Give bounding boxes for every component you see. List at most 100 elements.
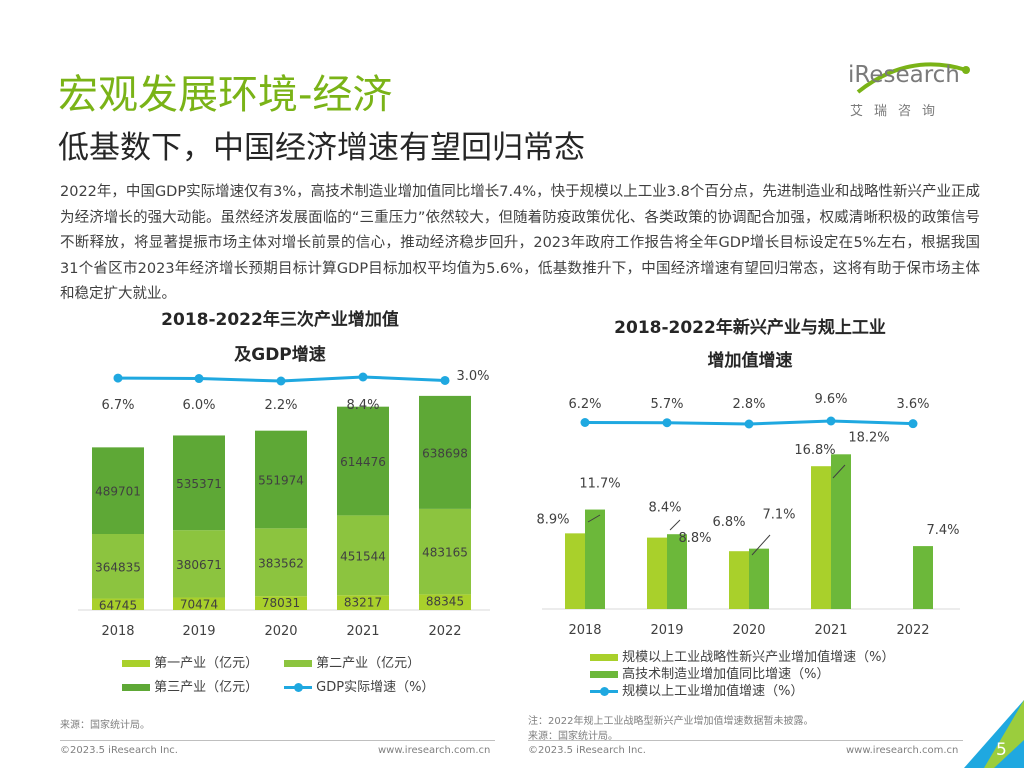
stacked-bar-2021-s1 — [337, 515, 389, 596]
page-corner-decoration — [964, 700, 1024, 768]
bar-value-label-2018-s0: 8.9% — [536, 512, 569, 527]
leader-line-2018 — [587, 514, 601, 523]
industrial-point-2019 — [662, 418, 672, 428]
bar-2018-s1 — [585, 509, 605, 609]
stacked-bar-2022-s2 — [419, 395, 471, 509]
legend-item-secondary: 第二产业（亿元） — [284, 652, 420, 671]
stacked-bar-2022-s1 — [419, 508, 471, 595]
bar-value-label-2018-s1: 364835 — [95, 560, 141, 574]
gdp-label-2022: 3.0% — [456, 369, 489, 384]
legend-item-strategic: 规模以上工业战略性新兴产业增加值增速（%） — [590, 646, 895, 665]
stacked-bar-2019-s1 — [173, 530, 225, 598]
bar-value-label-2021-s2: 614476 — [340, 455, 386, 469]
bar-value-label-2022-s1: 7.4% — [926, 523, 959, 538]
x-tick-label-2022: 2022 — [896, 623, 929, 638]
industrial-point-2018 — [580, 418, 590, 427]
page-number: 5 — [996, 740, 1007, 760]
x-tick-label-2019: 2019 — [650, 623, 683, 638]
legend-swatch-industrial — [590, 687, 618, 696]
x-tick-label-2022: 2022 — [428, 624, 461, 639]
bar-2019-s1 — [667, 534, 687, 609]
legend-swatch-hightech — [590, 671, 618, 678]
legend-item-tertiary: 第三产业（亿元） — [122, 676, 258, 695]
bar-value-label-2018-s0: 64745 — [99, 599, 137, 613]
legend-label-tertiary: 第三产业（亿元） — [154, 680, 259, 695]
bar-value-label-2019-s0: 70474 — [180, 598, 218, 612]
footer-url-right: www.iresearch.com.cn — [846, 745, 959, 756]
bar-value-label-2018-s2: 489701 — [95, 485, 141, 499]
right-chart-title-line1: 2018-2022年新兴产业与规上工业 — [614, 318, 886, 338]
industrial-label-2018: 6.2% — [568, 397, 601, 412]
x-tick-label-2021: 2021 — [814, 623, 847, 638]
legend-item-gdp: GDP实际增速（%） — [284, 676, 434, 695]
legend-label-strategic: 规模以上工业战略性新兴产业增加值增速（%） — [622, 650, 895, 665]
legend-swatch-gdp — [284, 683, 312, 692]
x-tick-label-2020: 2020 — [732, 623, 765, 638]
left-chart: 64745 364835 489701 2018 70474 380671 535371 20… — [78, 369, 490, 639]
stacked-bar-2021-s0 — [337, 595, 389, 610]
stacked-bar-2021-s2 — [337, 406, 389, 516]
bar-value-label-2020-s1: 7.1% — [762, 508, 795, 523]
leader-line-2020 — [751, 534, 771, 556]
legend-swatch-secondary — [284, 660, 312, 667]
legend-swatch-primary — [122, 660, 150, 667]
stacked-bar-2020-s0 — [255, 596, 307, 610]
gdp-label-2019: 6.0% — [182, 398, 215, 413]
logo-arc-icon — [856, 62, 970, 94]
bar-value-label-2019-s2: 535371 — [176, 477, 222, 491]
bar-2021-s1 — [831, 454, 851, 609]
industrial-label-2022: 3.6% — [896, 397, 929, 412]
stacked-bar-2019-s2 — [173, 435, 225, 531]
page-title: 宏观发展环境-经济 — [58, 72, 393, 118]
bar-value-label-2022-s2: 638698 — [422, 446, 468, 460]
right-footnote: 注：2022年规上工业战略型新兴产业增加值增速数据暂未披露。 — [528, 716, 814, 727]
gdp-point-2018 — [113, 373, 123, 383]
x-tick-label-2019: 2019 — [182, 624, 215, 639]
right-chart-title-line2: 增加值增速 — [707, 351, 793, 371]
legend-label-industrial: 规模以上工业增加值增速（%） — [622, 684, 804, 699]
industrial-point-2021 — [826, 416, 836, 426]
leader-line-2021 — [832, 464, 846, 479]
industrial-point-2022 — [908, 419, 918, 429]
summary-paragraph: 2022年，中国GDP实际增速仅有3%，高技术制造业增加值同比增长7.4%，快于… — [60, 184, 980, 302]
x-tick-label-2021: 2021 — [346, 624, 379, 639]
page-subtitle: 低基数下，中国经济增速有望回归常态 — [58, 130, 585, 166]
footer-divider-right — [528, 740, 963, 741]
stacked-bar-2018-s2 — [92, 447, 144, 534]
logo-subtitle: 艾瑞咨询 — [850, 104, 947, 119]
industrial-point-2020 — [744, 419, 754, 429]
bar-value-label-2020-s2: 551974 — [258, 474, 304, 488]
bar-value-label-2022-s0: 88345 — [426, 594, 464, 608]
bar-2019-s0 — [647, 537, 667, 609]
leader-line-2019 — [669, 519, 681, 531]
legend-label-secondary: 第二产业（亿元） — [316, 656, 421, 671]
bar-value-label-2022-s1: 483165 — [422, 546, 468, 560]
bar-value-label-2019-s1: 8.8% — [678, 531, 711, 546]
gdp-label-2018: 6.7% — [101, 398, 134, 413]
gdp-point-2022 — [440, 375, 450, 385]
x-tick-label-2018: 2018 — [568, 623, 601, 638]
bar-2021-s0 — [811, 466, 831, 609]
stacked-bar-2020-s1 — [255, 528, 307, 597]
gdp-point-2019 — [194, 374, 204, 384]
footer-copyright-right: ©2023.5 iResearch Inc. — [528, 745, 646, 756]
left-chart-title-line2: 及GDP增速 — [234, 345, 326, 365]
bar-2020-s1 — [749, 548, 769, 609]
bar-value-label-2018-s1: 11.7% — [579, 477, 620, 492]
stacked-bar-2018-s0 — [92, 598, 144, 610]
bar-value-label-2020-s0: 78031 — [262, 596, 300, 610]
legend-label-primary: 第一产业（亿元） — [154, 656, 259, 671]
bar-value-label-2021-s1: 18.2% — [848, 430, 889, 445]
bar-2018-s0 — [565, 533, 585, 609]
stacked-bar-2018-s1 — [92, 533, 144, 599]
legend-swatch-strategic — [590, 654, 618, 661]
legend-swatch-tertiary — [122, 684, 150, 691]
legend-item-primary: 第一产业（亿元） — [122, 652, 258, 671]
gdp-label-2021: 8.4% — [346, 398, 379, 413]
bar-value-label-2020-s1: 383562 — [258, 556, 304, 570]
industrial-label-2019: 5.7% — [650, 397, 683, 412]
industrial-label-2020: 2.8% — [732, 397, 765, 412]
legend-item-hightech: 高技术制造业增加值同比增速（%） — [590, 663, 830, 682]
gdp-point-2020 — [276, 376, 286, 386]
bar-value-label-2021-s1: 451544 — [340, 549, 386, 563]
